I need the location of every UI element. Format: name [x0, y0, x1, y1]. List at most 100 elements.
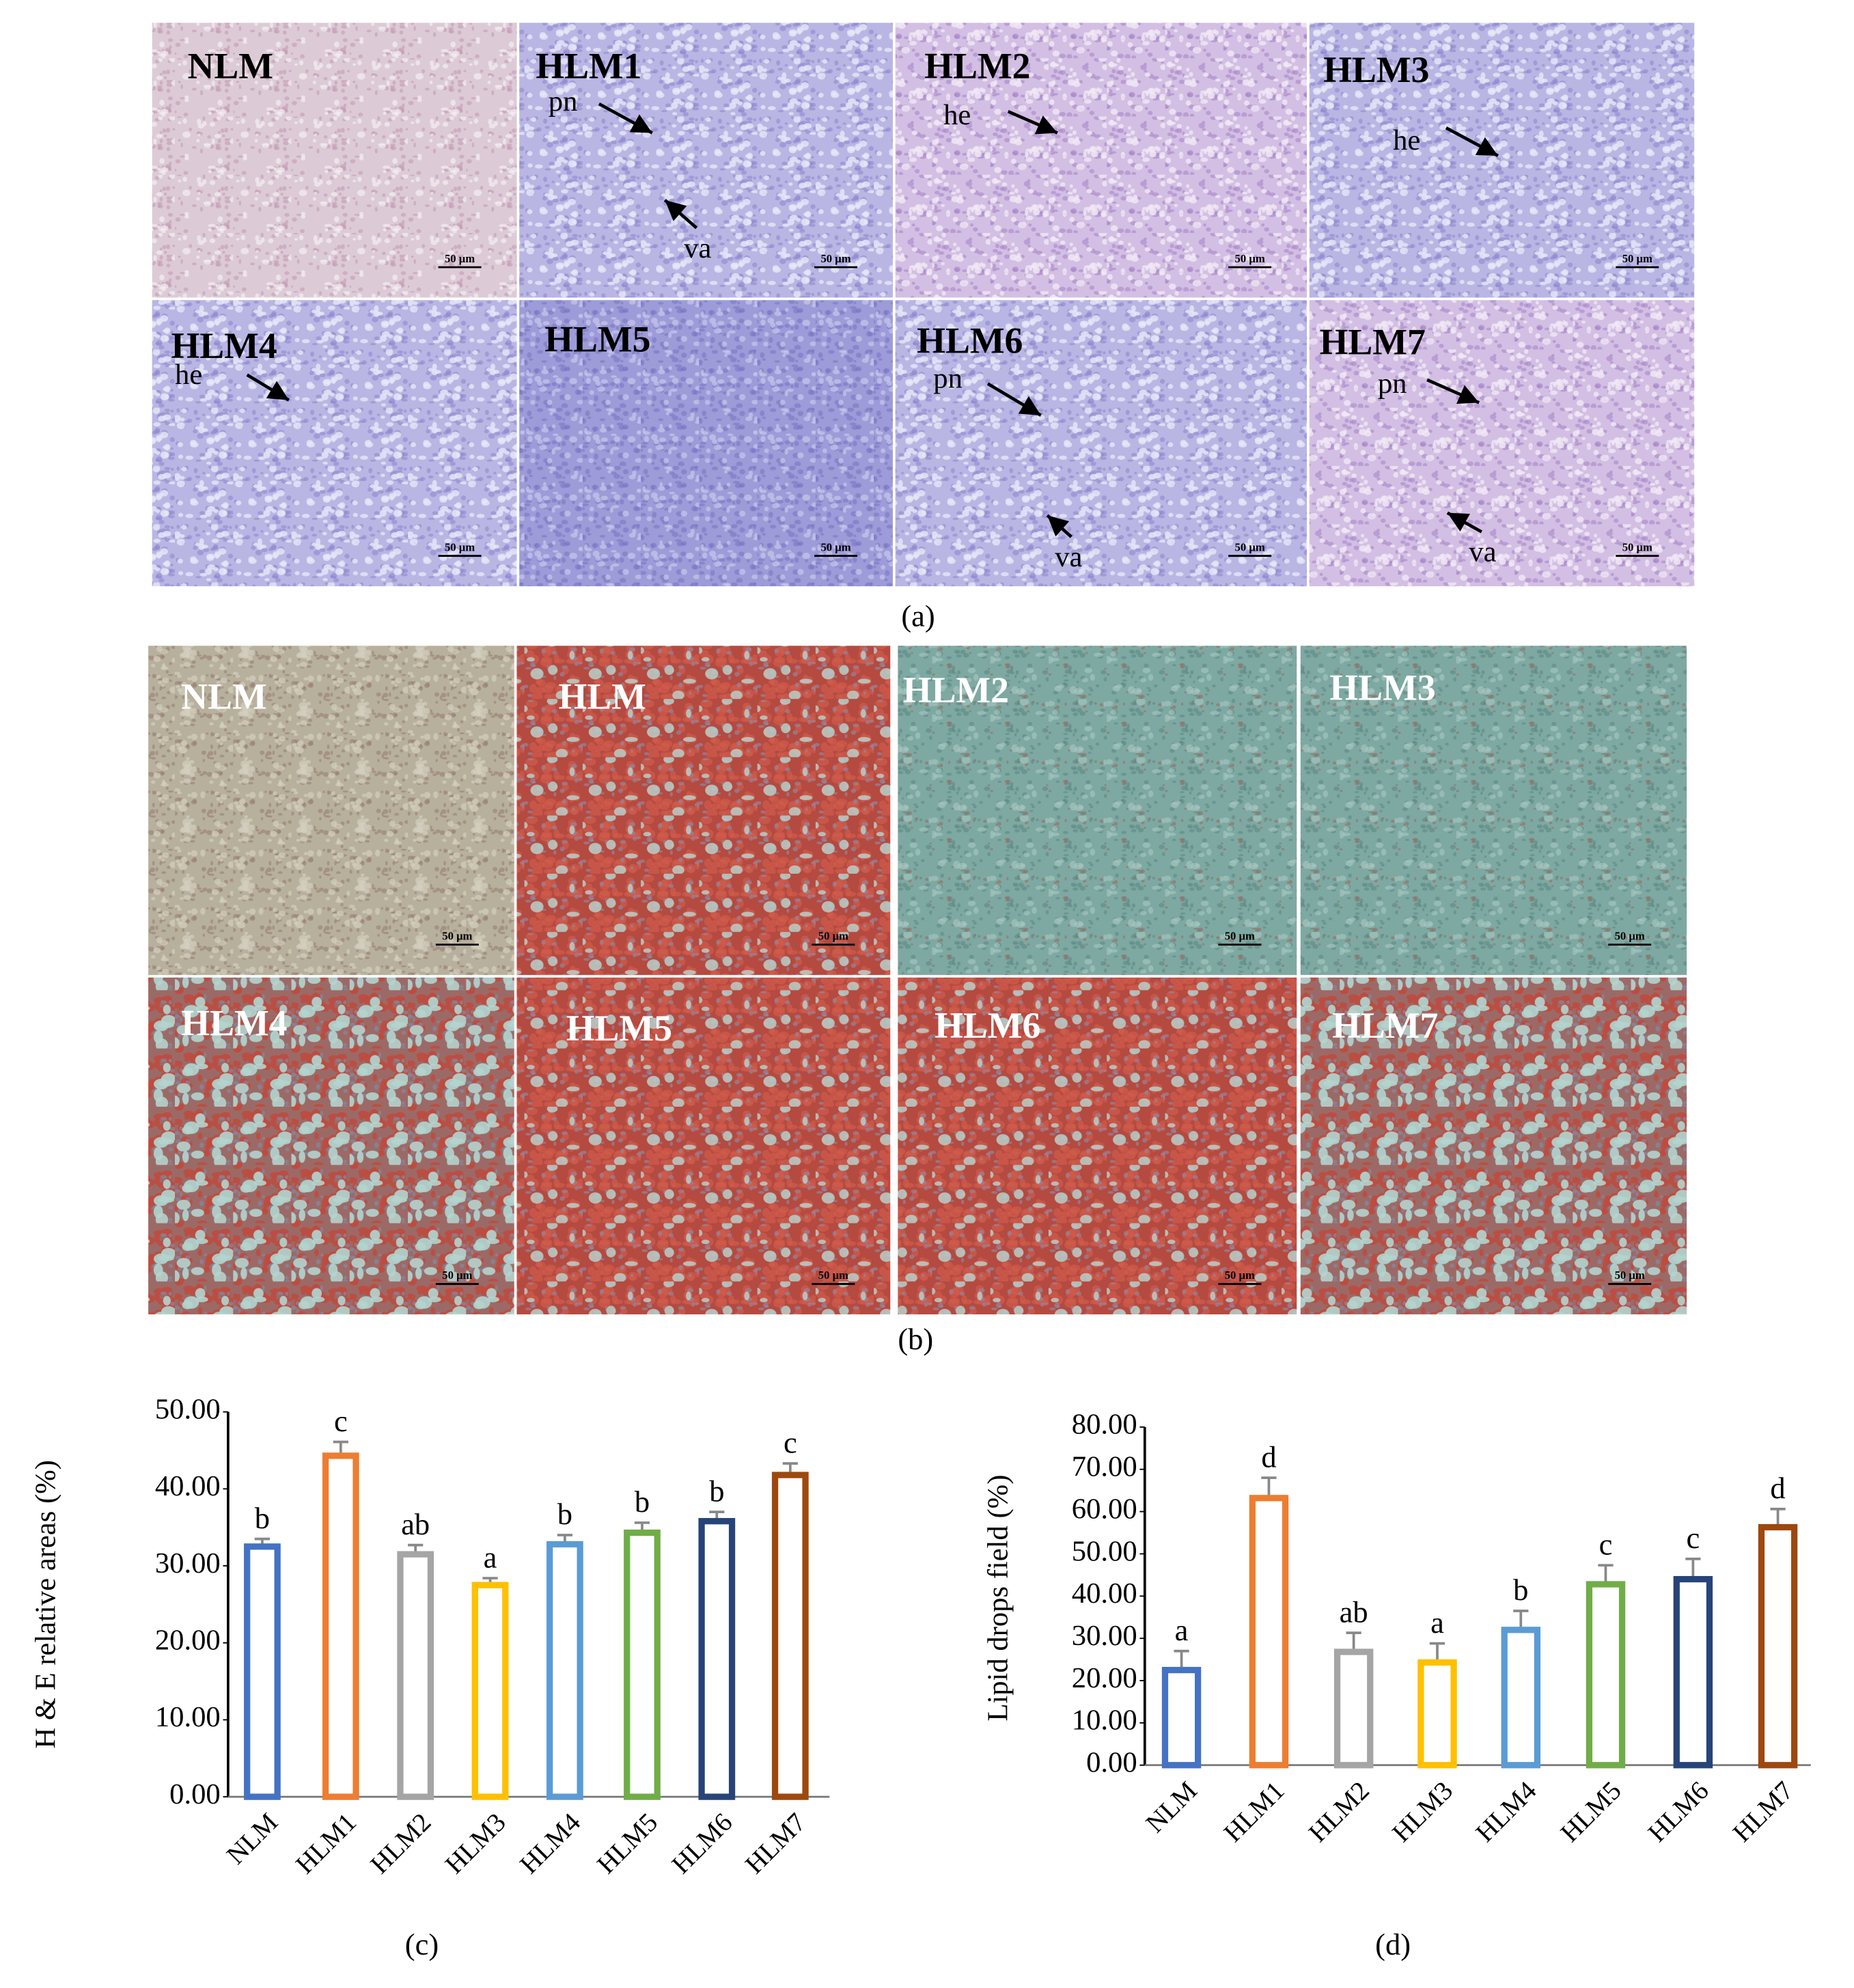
bar — [1333, 1648, 1374, 1769]
x-tick-label: NLM — [1140, 1776, 1203, 1838]
scale-bar-label: 50 μm — [1622, 252, 1652, 265]
scale-bar-label: 50 μm — [445, 252, 475, 265]
panel-label: HLM — [559, 676, 646, 717]
y-tick-label: 20.00 — [155, 1625, 221, 1657]
scale-bar-label: 50 μm — [442, 1269, 472, 1282]
annotation: va — [1469, 536, 1496, 568]
significance-letter: c — [784, 1425, 797, 1459]
significance-letter: d — [1261, 1439, 1276, 1474]
x-tick-label: HLM6 — [1642, 1776, 1714, 1847]
panel-label: NLM — [188, 45, 273, 86]
scale-bar-label: 50 μm — [442, 929, 472, 942]
scale-bar-label: 50 μm — [820, 540, 850, 553]
significance-letter: ab — [401, 1507, 430, 1541]
micrograph — [148, 977, 514, 1314]
bar — [698, 1518, 736, 1800]
y-tick-label: 40.00 — [155, 1470, 221, 1502]
panel-label: HLM5 — [566, 1008, 672, 1049]
bar — [1501, 1627, 1541, 1769]
x-tick-label: HLM7 — [1727, 1776, 1799, 1847]
scale-bar-label: 50 μm — [1235, 252, 1265, 265]
y-tick-label: 30.00 — [155, 1547, 221, 1579]
micrograph — [148, 646, 514, 976]
micrograph — [519, 300, 893, 587]
x-tick-label: HLM6 — [666, 1808, 738, 1879]
significance-letter: ab — [1340, 1594, 1368, 1629]
y-tick-label: 50.00 — [155, 1393, 221, 1425]
scale-bar-label: 50 μm — [818, 1269, 848, 1282]
micrograph — [519, 23, 893, 298]
scale-bar-label: 50 μm — [1235, 540, 1265, 553]
bar — [1417, 1659, 1457, 1769]
micrograph — [1300, 646, 1687, 976]
micrograph — [152, 23, 517, 298]
scale-bar-label: 50 μm — [445, 540, 475, 553]
y-tick-label: 80.00 — [1072, 1409, 1137, 1441]
arrow-head — [1456, 385, 1480, 404]
scale-bar-label: 50 μm — [1225, 1269, 1255, 1282]
significance-letter: c — [1599, 1527, 1613, 1561]
annotation: he — [943, 99, 971, 131]
panel-label: HLM4 — [181, 1003, 287, 1044]
y-tick-label: 70.00 — [1072, 1451, 1137, 1483]
bar — [397, 1551, 434, 1800]
y-tick-label: 0.00 — [169, 1778, 221, 1810]
x-tick-label: HLM3 — [1387, 1776, 1458, 1847]
arrow-head — [1047, 515, 1070, 537]
micrograph — [1300, 977, 1687, 1314]
scale-bar-label: 50 μm — [1622, 540, 1652, 553]
significance-letter: a — [1175, 1613, 1189, 1647]
arrow-head — [629, 114, 652, 133]
bar — [1161, 1666, 1202, 1769]
panel-label: HLM7 — [1320, 321, 1426, 362]
caption: (b) — [898, 1322, 933, 1356]
arrow-head — [1034, 115, 1057, 135]
y-tick-label: 60.00 — [1072, 1493, 1137, 1525]
scale-bar-label: 50 μm — [1615, 1269, 1645, 1282]
y-axis-label: Lipid drops field (%) — [982, 1475, 1014, 1722]
significance-letter: c — [334, 1404, 348, 1438]
significance-letter: b — [1513, 1573, 1528, 1607]
arrow-head — [266, 381, 289, 400]
scale-bar-label: 50 μm — [820, 252, 850, 265]
bar — [1673, 1575, 1713, 1769]
scale-bar-label: 50 μm — [1225, 929, 1255, 942]
bar — [244, 1543, 281, 1800]
panel-label: HLM7 — [1332, 1005, 1438, 1046]
micrograph — [152, 300, 517, 587]
panel-label: HLM3 — [1329, 667, 1435, 708]
panel-label: HLM5 — [544, 319, 650, 360]
micrograph — [895, 300, 1308, 587]
significance-letter: c — [1686, 1521, 1700, 1555]
panel-label: HLM4 — [171, 325, 277, 366]
x-tick-label: HLM7 — [740, 1808, 812, 1879]
y-tick-label: 10.00 — [155, 1701, 221, 1733]
annotation: pn — [1378, 368, 1407, 400]
annotation: pn — [933, 363, 963, 395]
micrograph — [516, 646, 891, 976]
bar — [624, 1529, 661, 1800]
x-tick-label: HLM3 — [439, 1808, 511, 1879]
annotation: he — [1393, 124, 1420, 156]
bar — [546, 1541, 583, 1800]
significance-letter: b — [557, 1497, 572, 1531]
significance-letter: b — [709, 1474, 724, 1508]
y-tick-label: 10.00 — [1072, 1704, 1137, 1737]
panel-label: HLM2 — [924, 45, 1030, 86]
significance-letter: b — [635, 1485, 650, 1519]
scale-bar-label: 50 μm — [1615, 929, 1645, 942]
annotation: va — [1055, 541, 1082, 573]
x-tick-label: HLM4 — [1470, 1776, 1542, 1847]
significance-letter: b — [255, 1501, 270, 1535]
x-tick-label: HLM5 — [592, 1808, 663, 1879]
bar — [471, 1582, 509, 1800]
panel-label: HLM1 — [536, 45, 641, 86]
arrow-head — [1018, 396, 1041, 415]
y-tick-label: 30.00 — [1072, 1620, 1137, 1652]
y-tick-label: 40.00 — [1072, 1577, 1137, 1610]
caption: (d) — [1375, 1927, 1411, 1961]
bar — [1249, 1495, 1289, 1769]
panel-label: HLM6 — [917, 320, 1023, 361]
panel-label: HLM2 — [903, 669, 1009, 710]
